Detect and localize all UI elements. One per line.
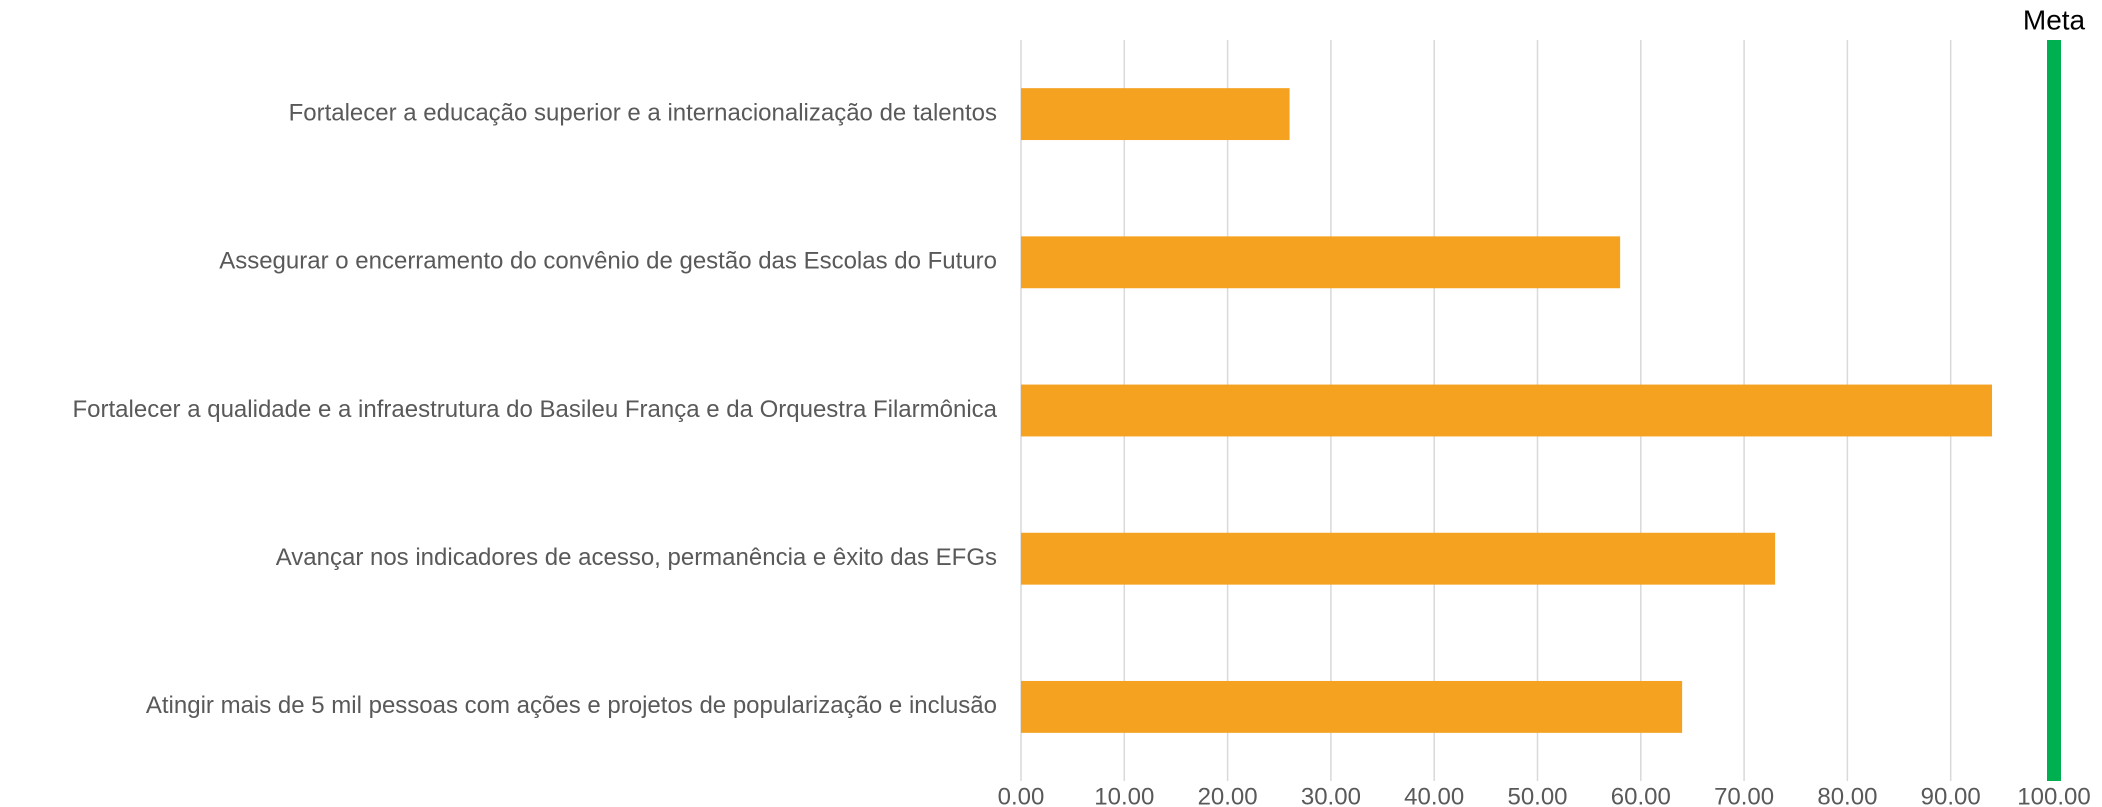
bar [1021,88,1290,141]
x-tick-label: 10.00 [1094,783,1154,807]
y-tick-label: Atingir mais de 5 mil pessoas com ações … [146,692,997,719]
y-tick-label: Fortalecer a educação superior e a inter… [289,99,997,126]
x-tick-label: 70.00 [1714,783,1774,807]
bar [1021,532,1776,585]
x-tick-label: 30.00 [1301,783,1361,807]
target-line [2047,40,2061,781]
x-tick-label: 100.00 [2017,783,2090,807]
x-tick-label: 0.00 [998,783,1045,807]
target-label: Meta [2023,4,2086,35]
x-tick-label: 90.00 [1921,783,1981,807]
x-tick-label: 40.00 [1404,783,1464,807]
x-tick-label: 20.00 [1198,783,1258,807]
x-tick-label: 80.00 [1817,783,1877,807]
x-tick-label: 60.00 [1611,783,1671,807]
bar [1021,680,1683,733]
y-tick-label: Avançar nos indicadores de acesso, perma… [276,544,997,571]
y-tick-label: Assegurar o encerramento do convênio de … [219,248,997,275]
x-tick-label: 50.00 [1507,783,1567,807]
y-tick-label: Fortalecer a qualidade e a infraestrutur… [73,396,998,423]
bar [1021,236,1621,289]
bar [1021,384,1993,437]
